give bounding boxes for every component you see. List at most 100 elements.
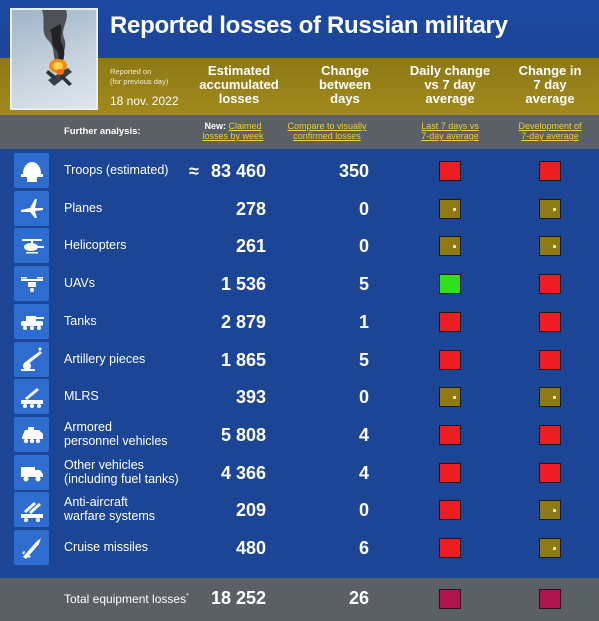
plane-icon <box>14 190 49 226</box>
table-row: Other vehicles (including fuel tanks) 4 36… <box>0 454 599 491</box>
change-in-average-indicator <box>539 349 561 370</box>
total-band <box>0 578 599 621</box>
row-label-line1: Armored <box>64 419 112 434</box>
change-value: 1 <box>358 311 369 332</box>
further-analysis-band <box>0 115 599 149</box>
table-row: Anti-aircraft warfare systems 209 0 <box>0 491 599 528</box>
daily-vs-average-indicator <box>439 198 461 219</box>
dev-link-line2[interactable]: 7-day average <box>521 131 579 141</box>
development-average-link[interactable]: Development of 7-day average <box>508 121 592 141</box>
row-label-line1: UAVs <box>64 276 96 291</box>
col-avg-line3: average <box>525 91 575 106</box>
change-value: 350 <box>338 161 369 181</box>
daily-vs-average-indicator <box>439 311 461 332</box>
col-chg-line3: days <box>330 91 360 106</box>
accumulated-value: 393 <box>235 387 266 408</box>
compare-confirmed-link[interactable]: Compare to visually confirmed losses <box>280 121 374 141</box>
change-in-average-indicator <box>539 311 561 332</box>
col-acc-line2: accumulated <box>199 77 279 92</box>
daily-vs-average-indicator <box>439 161 461 181</box>
accumulated-value: 278 <box>235 198 266 219</box>
total-label-text: Total equipment losses <box>64 592 187 606</box>
daily-vs-average-indicator <box>439 387 461 408</box>
drone-icon <box>14 266 49 302</box>
anti-aircraft-icon <box>14 492 49 528</box>
row-label: Planes <box>64 201 102 215</box>
further-analysis-label: Further analysis: <box>64 126 141 137</box>
col-acc-line1: Estimated <box>207 63 271 78</box>
change-value: 4 <box>358 462 369 483</box>
change-value: 0 <box>358 198 369 219</box>
table-row: Tanks 2 879 1 <box>0 303 599 340</box>
claimed-link-line2[interactable]: losses by week <box>202 131 264 141</box>
column-header-accumulated: Estimated accumulated losses <box>196 64 282 106</box>
change-in-average-indicator <box>539 500 561 521</box>
row-label: Troops (estimated) <box>64 163 168 177</box>
change-in-average-indicator <box>539 462 561 483</box>
last7-link-line1[interactable]: Last 7 days vs <box>421 121 479 131</box>
accumulated-value: 1 865 <box>220 349 266 370</box>
total-daily-indicator <box>439 589 461 609</box>
column-header-change: Change between days <box>302 64 388 106</box>
daily-vs-average-indicator <box>439 462 461 483</box>
missile-icon <box>14 530 49 565</box>
change-value: 5 <box>358 349 369 370</box>
change-value: 0 <box>358 500 369 521</box>
reported-on-label: Reported on (for previous day) <box>110 67 168 87</box>
compare-link-line2[interactable]: confirmed losses <box>293 131 361 141</box>
page-title: Reported losses of Russian military <box>110 12 508 39</box>
change-in-average-indicator <box>539 198 561 219</box>
report-date: 18 nov. 2022 <box>110 94 179 108</box>
table-row: MLRS 393 0 <box>0 378 599 415</box>
mlrs-icon <box>14 379 49 415</box>
new-prefix: New: <box>204 121 226 131</box>
column-header-daily-vs-average: Daily change vs 7 day average <box>400 64 500 106</box>
daily-vs-average-indicator <box>439 236 461 257</box>
claimed-link-line1[interactable]: Claimed <box>228 121 262 131</box>
row-label-line1: Artillery pieces <box>64 351 146 366</box>
row-label: Helicopters <box>64 238 127 252</box>
change-value: 6 <box>358 538 369 558</box>
burning-aircraft-photo <box>10 8 98 110</box>
accumulated-value: 2 879 <box>220 311 266 332</box>
change-in-average-indicator <box>539 161 561 181</box>
helicopter-icon <box>14 228 49 264</box>
table-row: Troops (estimated) ≈83 460 350 <box>0 152 599 189</box>
row-label-line1: Anti-aircraft <box>64 495 128 510</box>
row-label: UAVs <box>64 276 95 290</box>
row-label-line1: MLRS <box>64 389 99 404</box>
dev-link-line1[interactable]: Development of <box>518 121 582 131</box>
row-label: Anti-aircraft warfare systems <box>64 495 155 523</box>
accumulated-value: 5 808 <box>220 424 266 445</box>
row-label: MLRS <box>64 389 99 403</box>
table-row: Armored personnel vehicles 5 808 4 <box>0 416 599 453</box>
compare-link-line1[interactable]: Compare to visually <box>287 121 367 131</box>
col-chg-line2: between <box>318 77 371 92</box>
accumulated-value: 261 <box>235 236 266 257</box>
col-avg-line2: 7 day <box>533 77 567 92</box>
claimed-losses-link[interactable]: New: Claimed losses by week <box>190 121 276 141</box>
col-daily-line3: average <box>425 91 475 106</box>
total-label: Total equipment losses* <box>64 592 189 606</box>
row-label-line1: Tanks <box>64 313 97 328</box>
tank-icon <box>14 303 49 339</box>
aircraft-photo-graphic <box>42 10 72 86</box>
table-row: UAVs 1 536 5 <box>0 265 599 302</box>
column-header-change-in-average: Change in 7 day average <box>508 64 592 106</box>
col-daily-line1: Daily change <box>409 63 491 78</box>
total-average-indicator <box>539 589 561 609</box>
table-row: Cruise missiles 480 6 <box>0 529 599 566</box>
reported-on-line1: Reported on <box>110 67 152 76</box>
column-header-band <box>0 58 599 115</box>
row-label-line2: (including fuel tanks) <box>64 471 179 486</box>
daily-vs-average-indicator <box>439 274 461 295</box>
row-label-line2: personnel vehicles <box>64 433 168 448</box>
last7-link-line2[interactable]: 7-day average <box>421 131 479 141</box>
artillery-icon <box>14 341 49 377</box>
apc-icon <box>14 416 49 452</box>
row-label-line2: warfare systems <box>64 509 155 524</box>
total-value: 18 252 <box>210 588 266 608</box>
table-row: Planes 278 0 <box>0 190 599 227</box>
last-7-days-link[interactable]: Last 7 days vs 7-day average <box>406 121 494 141</box>
change-value: 0 <box>358 236 369 257</box>
